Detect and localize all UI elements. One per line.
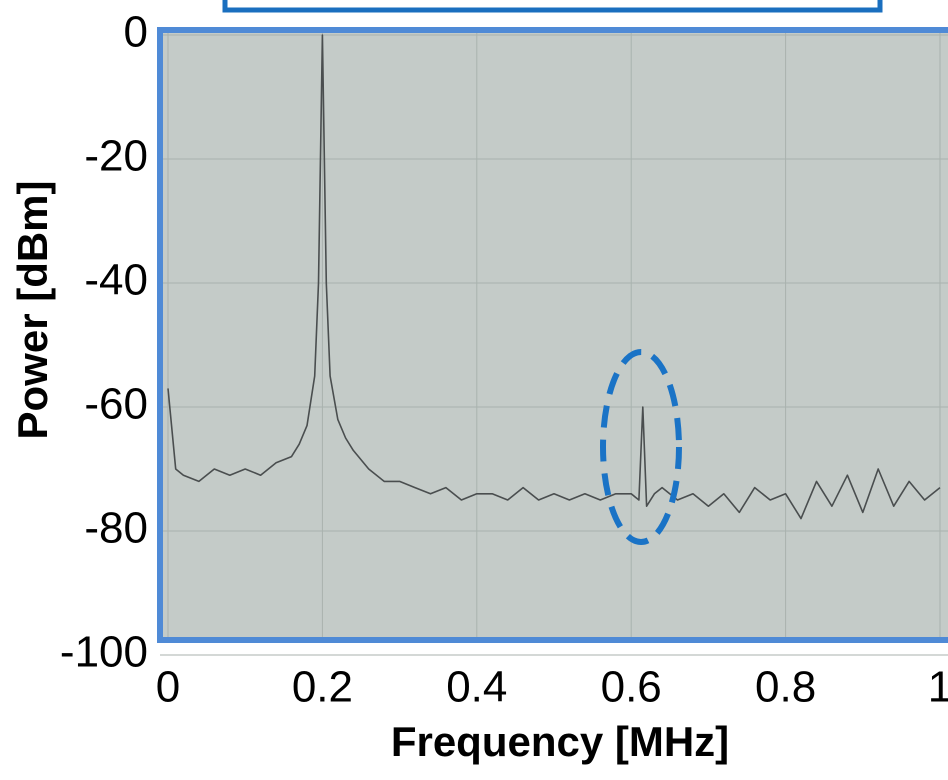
highlight-ellipse: [600, 349, 682, 545]
plot-frame: [157, 27, 948, 643]
marks: [167, 34, 941, 520]
x-tick-label: 0: [156, 663, 180, 712]
x-tick-label: 0.2: [292, 663, 353, 712]
y-tick-label: -40: [84, 256, 148, 305]
x-tick-label: 0.6: [601, 663, 662, 712]
x-tick-label: 1: [928, 663, 948, 712]
y-tick-label: -80: [84, 504, 148, 553]
y-tick-label: -20: [84, 132, 148, 181]
plot-background: [160, 30, 948, 640]
spectrum-line: [167, 34, 941, 520]
y-axis-label: Power [dBm]: [9, 180, 56, 439]
y-tick-label: -60: [84, 380, 148, 429]
y-tick-label: 0: [124, 8, 148, 57]
x-axis-label: Frequency [MHz]: [391, 718, 729, 765]
x-tick-label: 0.4: [446, 663, 507, 712]
top-box: [222, 0, 883, 13]
y-tick-label: -100: [60, 628, 148, 677]
x-tick-label: 0.8: [755, 663, 816, 712]
